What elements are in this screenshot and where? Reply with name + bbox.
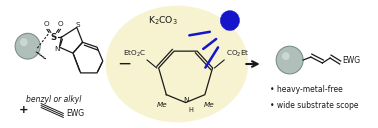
Text: K$_2$CO$_3$: K$_2$CO$_3$ [147,14,178,27]
Text: H: H [188,106,193,113]
Text: S: S [51,33,57,42]
Text: N: N [183,97,188,103]
Circle shape [20,38,28,46]
Text: • wide substrate scope: • wide substrate scope [270,101,359,110]
Text: Me: Me [203,102,214,108]
Text: EWG: EWG [66,109,84,118]
FancyBboxPatch shape [226,20,234,30]
Circle shape [276,46,303,74]
Circle shape [220,11,240,30]
Circle shape [282,52,290,60]
Text: O: O [44,21,50,27]
Text: Me: Me [157,102,168,108]
Text: −: − [117,55,131,73]
Text: CO$_2$Et: CO$_2$Et [226,49,249,59]
Text: S: S [76,22,80,28]
Ellipse shape [106,6,248,122]
Text: benzyl or alkyl: benzyl or alkyl [26,95,81,104]
Text: EtO$_2$C: EtO$_2$C [123,49,146,59]
Circle shape [15,33,40,59]
Text: N: N [54,46,59,52]
Text: EWG: EWG [342,56,361,65]
Text: • heavy-metal-free: • heavy-metal-free [270,85,343,94]
Text: +: + [19,104,29,115]
Text: O: O [57,21,63,27]
